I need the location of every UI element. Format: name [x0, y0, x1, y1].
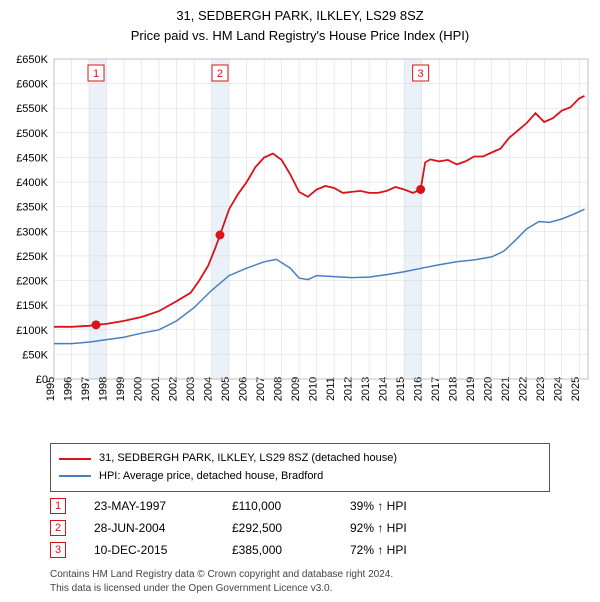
svg-text:1: 1: [93, 68, 99, 80]
svg-text:£100K: £100K: [16, 325, 48, 337]
svg-text:2015: 2015: [395, 377, 407, 401]
svg-text:2: 2: [217, 68, 223, 80]
sale-price: £110,000: [232, 499, 322, 513]
svg-text:2008: 2008: [273, 377, 285, 401]
svg-text:1999: 1999: [115, 377, 127, 401]
svg-text:1998: 1998: [98, 377, 110, 401]
svg-text:2024: 2024: [553, 377, 565, 401]
chart-svg: £0£50K£100K£150K£200K£250K£300K£350K£400…: [6, 51, 594, 435]
sale-price: £385,000: [232, 543, 322, 557]
sale-date: 23-MAY-1997: [94, 499, 204, 513]
svg-text:£250K: £250K: [16, 251, 48, 263]
svg-text:£300K: £300K: [16, 226, 48, 238]
price-chart: £0£50K£100K£150K£200K£250K£300K£350K£400…: [6, 51, 594, 435]
svg-text:£200K: £200K: [16, 276, 48, 288]
sale-date: 10-DEC-2015: [94, 543, 204, 557]
svg-text:2000: 2000: [133, 377, 145, 401]
svg-text:£400K: £400K: [16, 177, 48, 189]
svg-text:2021: 2021: [500, 377, 512, 401]
svg-text:£550K: £550K: [16, 103, 48, 115]
svg-text:2010: 2010: [308, 377, 320, 401]
sale-row: 3 10-DEC-2015 £385,000 72% ↑ HPI: [50, 542, 594, 558]
svg-text:£50K: £50K: [22, 349, 48, 361]
legend-swatch-blue: [59, 475, 91, 477]
sale-price: £292,500: [232, 521, 322, 535]
sale-row: 2 28-JUN-2004 £292,500 92% ↑ HPI: [50, 520, 594, 536]
svg-text:2023: 2023: [535, 377, 547, 401]
svg-text:1997: 1997: [80, 377, 92, 401]
sales-list: 1 23-MAY-1997 £110,000 39% ↑ HPI 2 28-JUN-200…: [6, 498, 594, 558]
svg-text:2004: 2004: [203, 377, 215, 401]
footer-licence: This data is licensed under the Open Gov…: [50, 582, 594, 596]
legend: 31, SEDBERGH PARK, ILKLEY, LS29 8SZ (det…: [50, 443, 550, 492]
svg-text:2012: 2012: [343, 377, 355, 401]
legend-label-property: 31, SEDBERGH PARK, ILKLEY, LS29 8SZ (det…: [99, 450, 397, 468]
svg-text:£600K: £600K: [16, 79, 48, 91]
title-subtitle: Price paid vs. HM Land Registry's House …: [6, 26, 594, 46]
attribution-footer: Contains HM Land Registry data © Crown c…: [50, 568, 594, 596]
sale-delta: 92% ↑ HPI: [350, 521, 450, 535]
svg-text:2014: 2014: [378, 377, 390, 401]
sale-row: 1 23-MAY-1997 £110,000 39% ↑ HPI: [50, 498, 594, 514]
chart-title-block: 31, SEDBERGH PARK, ILKLEY, LS29 8SZ Pric…: [6, 6, 594, 45]
svg-text:2009: 2009: [290, 377, 302, 401]
svg-text:2020: 2020: [483, 377, 495, 401]
svg-text:£650K: £650K: [16, 54, 48, 66]
svg-text:2022: 2022: [518, 377, 530, 401]
svg-text:2003: 2003: [185, 377, 197, 401]
svg-text:2005: 2005: [220, 377, 232, 401]
svg-text:£500K: £500K: [16, 128, 48, 140]
legend-item-property: 31, SEDBERGH PARK, ILKLEY, LS29 8SZ (det…: [59, 450, 541, 468]
svg-text:2002: 2002: [168, 377, 180, 401]
svg-text:2016: 2016: [413, 377, 425, 401]
title-address: 31, SEDBERGH PARK, ILKLEY, LS29 8SZ: [6, 6, 594, 26]
svg-text:2025: 2025: [570, 377, 582, 401]
sale-badge: 3: [50, 542, 66, 558]
legend-label-hpi: HPI: Average price, detached house, Brad…: [99, 468, 323, 486]
svg-text:3: 3: [418, 68, 424, 80]
svg-text:2011: 2011: [325, 377, 337, 401]
svg-text:2006: 2006: [238, 377, 250, 401]
sale-date: 28-JUN-2004: [94, 521, 204, 535]
svg-text:£350K: £350K: [16, 202, 48, 214]
svg-text:2017: 2017: [430, 377, 442, 401]
sale-delta: 72% ↑ HPI: [350, 543, 450, 557]
svg-text:2013: 2013: [360, 377, 372, 401]
legend-item-hpi: HPI: Average price, detached house, Brad…: [59, 468, 541, 486]
svg-text:2019: 2019: [465, 377, 477, 401]
sale-delta: 39% ↑ HPI: [350, 499, 450, 513]
svg-text:£450K: £450K: [16, 152, 48, 164]
svg-text:£150K: £150K: [16, 300, 48, 312]
sale-badge: 1: [50, 498, 66, 514]
footer-copyright: Contains HM Land Registry data © Crown c…: [50, 568, 594, 582]
svg-text:2007: 2007: [255, 377, 267, 401]
svg-text:1996: 1996: [63, 377, 75, 401]
svg-text:2018: 2018: [448, 377, 460, 401]
sale-badge: 2: [50, 520, 66, 536]
legend-swatch-red: [59, 458, 91, 460]
svg-text:2001: 2001: [150, 377, 162, 401]
svg-text:1995: 1995: [45, 377, 57, 401]
